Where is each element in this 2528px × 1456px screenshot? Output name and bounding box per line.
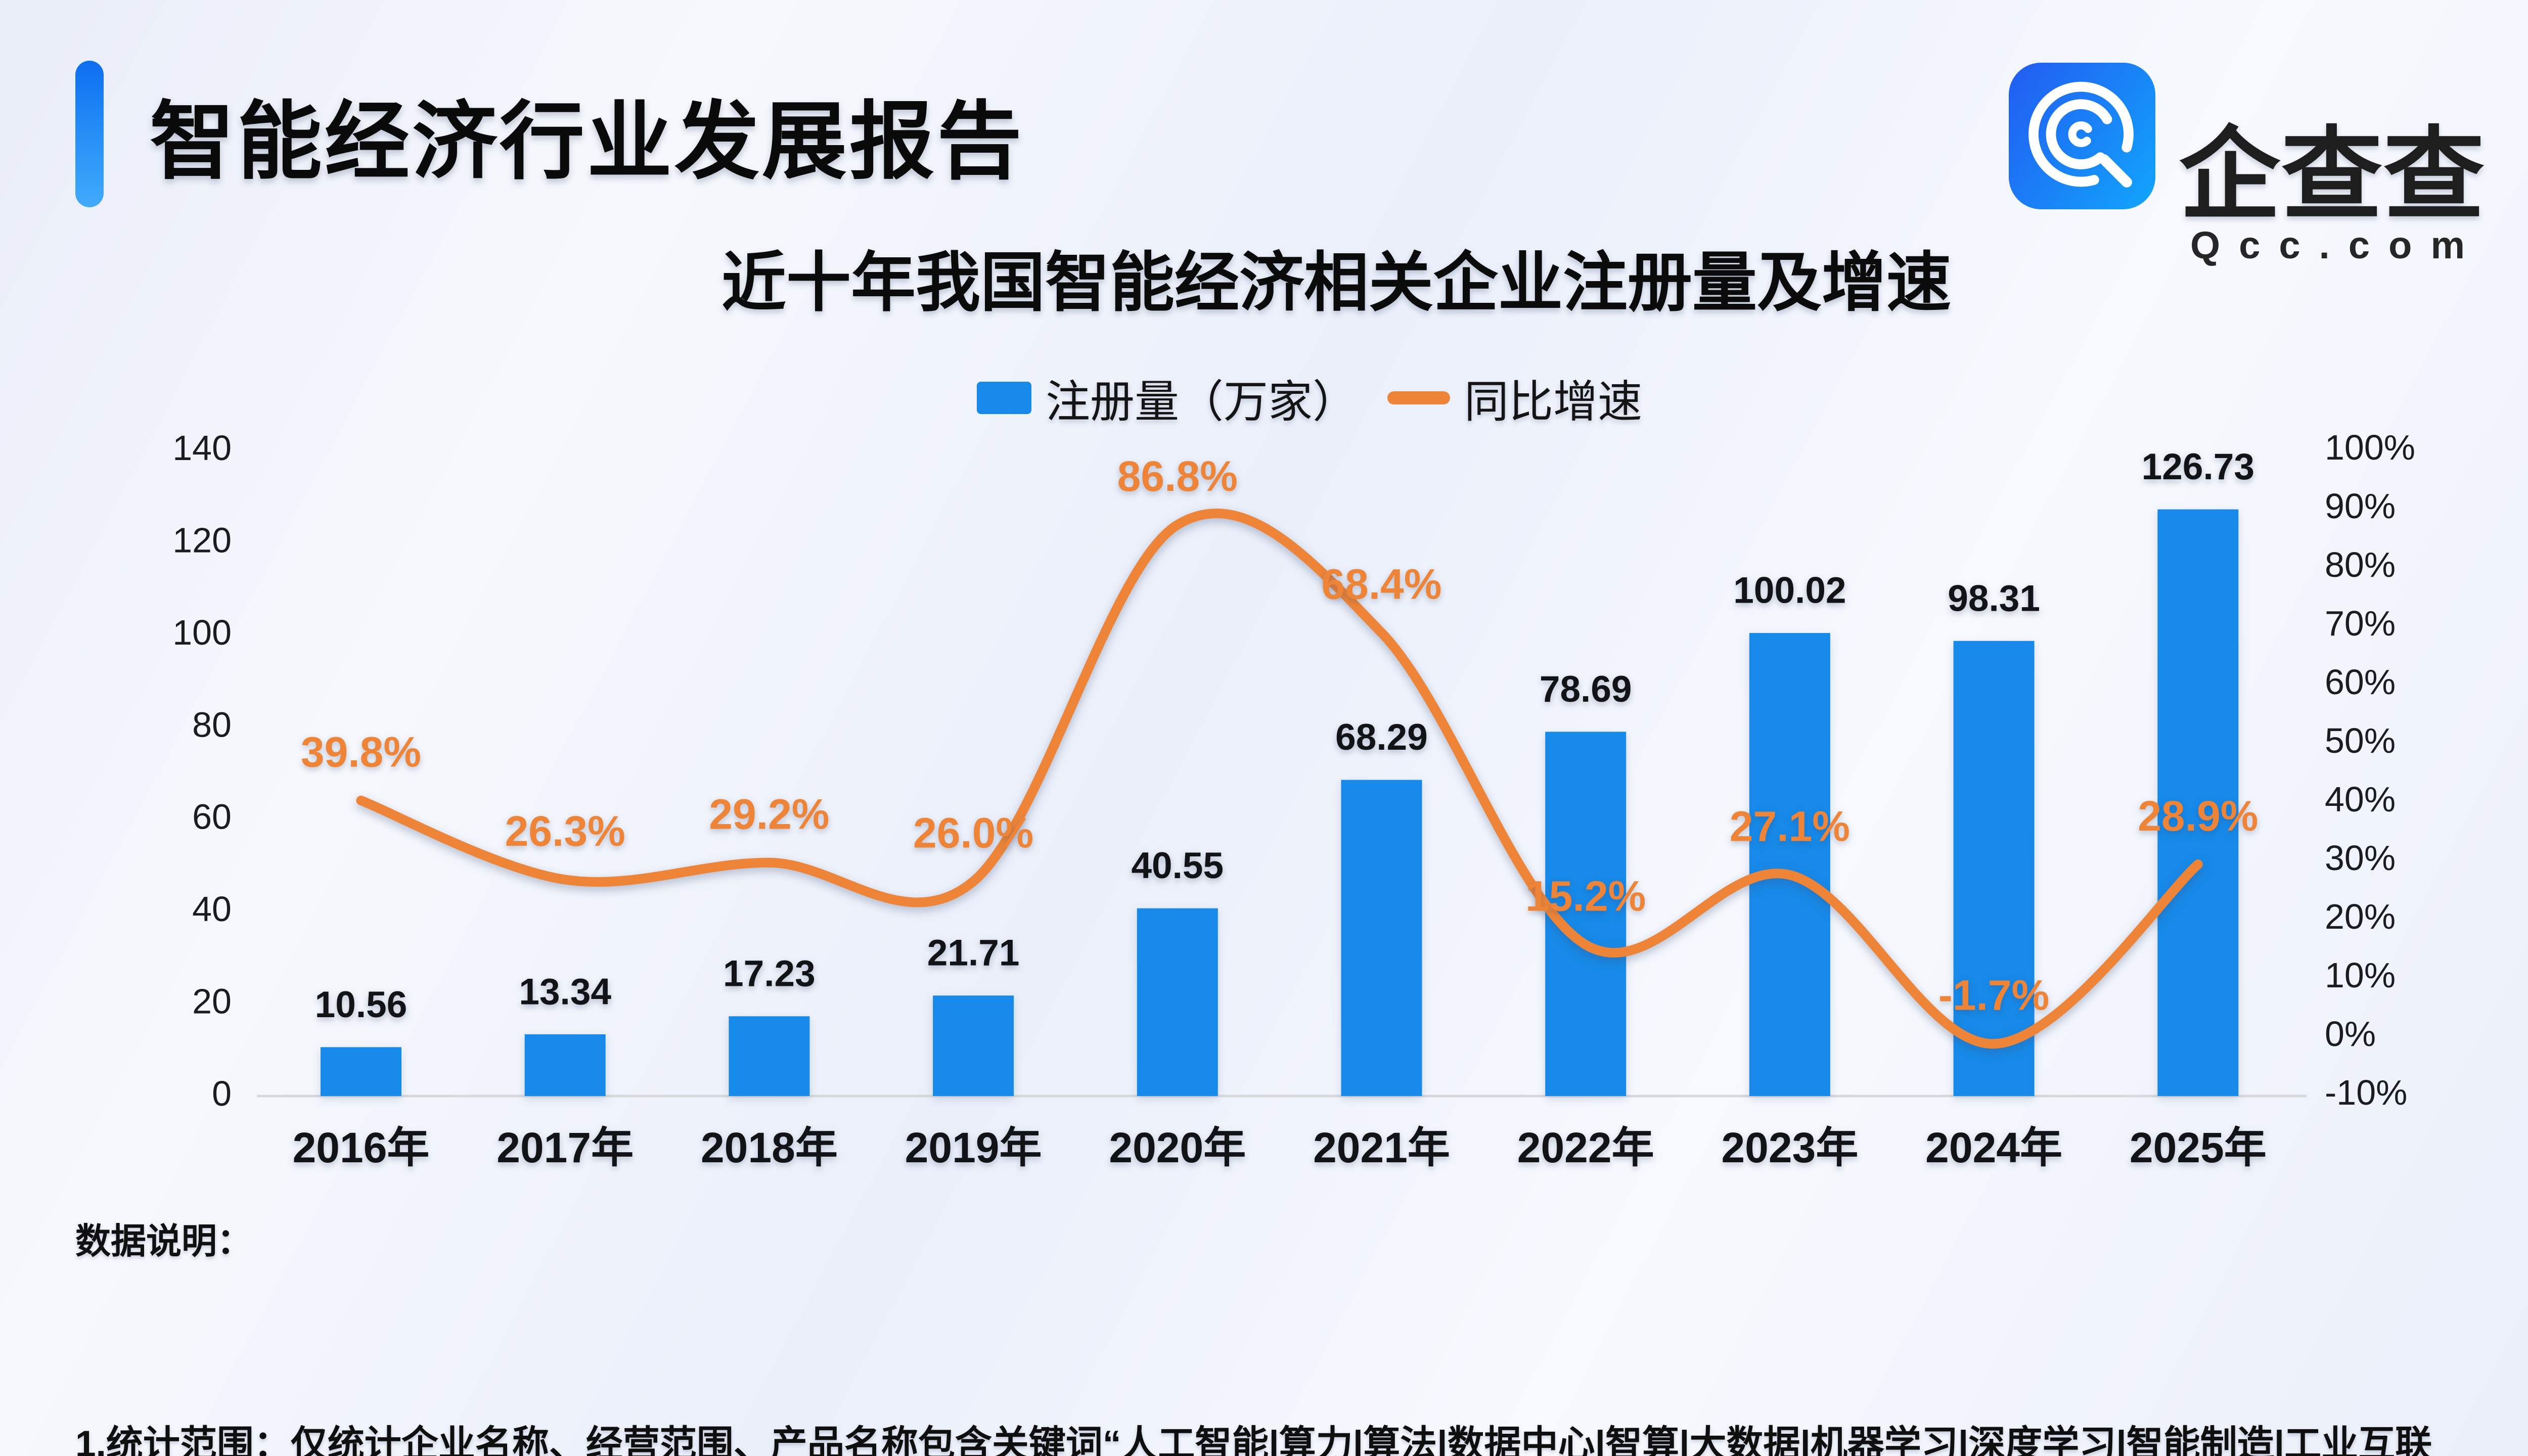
right-axis-tick: 100%	[2325, 428, 2415, 467]
legend-line-swatch	[1387, 391, 1450, 404]
bar-value-label: 17.23	[723, 953, 816, 994]
growth-rate-label: 26.3%	[505, 807, 625, 855]
qcc-logo-name: 企查查	[2179, 119, 2486, 232]
left-axis-tick: 40	[192, 889, 232, 929]
left-axis-tick: 20	[192, 982, 232, 1021]
bar-2021年	[1341, 780, 1422, 1096]
right-axis-tick: 40%	[2325, 780, 2396, 819]
growth-rate-line	[356, 509, 2203, 1049]
note-line-1: 1.统计范围：仅统计企业名称、经营范围、产品名称包含关键词“人工智能|算力|算法…	[75, 1424, 2432, 1456]
left-axis-tick: 80	[192, 705, 232, 744]
chart-legend: 注册量（万家） 同比增速	[976, 375, 1642, 427]
x-axis-label: 2024年	[1925, 1124, 2062, 1171]
x-axis-label: 2016年	[293, 1124, 430, 1171]
legend-bar-swatch	[976, 382, 1031, 414]
bar-value-label: 40.55	[1131, 845, 1224, 886]
bar-value-label: 98.31	[1948, 578, 2040, 619]
bar-2023年	[1749, 633, 1830, 1096]
bar-2025年	[2157, 509, 2239, 1096]
growth-rate-label: 39.8%	[301, 728, 421, 776]
report-title: 智能经济行业发展报告	[150, 94, 1024, 189]
growth-rate-label: -1.7%	[1938, 972, 2049, 1019]
bar-2024年	[1953, 641, 2035, 1096]
x-axis-label: 2025年	[2130, 1124, 2267, 1171]
bar-value-label: 78.69	[1540, 669, 1632, 710]
growth-rate-label: 86.8%	[1117, 452, 1238, 500]
right-axis-tick: 50%	[2325, 721, 2396, 760]
left-axis-tick: 120	[172, 520, 232, 560]
bar-2018年	[729, 1016, 810, 1096]
qcc-logo-domain: Qcc.com	[2190, 224, 2484, 267]
left-axis-tick: 0	[212, 1074, 232, 1113]
legend-item-growth: 同比增速	[1387, 366, 1642, 430]
qcc-logo-icon	[2009, 63, 2155, 209]
x-axis-label: 2021年	[1313, 1124, 1450, 1171]
qcc-logo: 企查查 Qcc.com	[2008, 63, 2489, 266]
x-axis-label: 2022年	[1517, 1124, 1654, 1171]
bar-value-label: 10.56	[315, 984, 408, 1025]
legend-line-label: 同比增速	[1464, 376, 1643, 427]
left-axis-tick: 140	[172, 428, 232, 468]
right-axis-tick: 10%	[2325, 956, 2396, 995]
bar-value-label: 68.29	[1335, 717, 1428, 758]
x-axis-label: 2017年	[496, 1124, 634, 1171]
bar-2017年	[524, 1034, 606, 1096]
left-axis-tick: 100	[172, 613, 232, 652]
chart-title: 近十年我国智能经济相关企业注册量及增速	[721, 247, 1952, 319]
right-axis-tick: 90%	[2325, 486, 2396, 526]
x-axis-label: 2019年	[905, 1124, 1042, 1171]
bar-2016年	[321, 1047, 401, 1096]
legend-bar-label: 注册量（万家）	[1045, 376, 1357, 427]
right-axis-tick: 30%	[2325, 838, 2396, 878]
bar-value-label: 21.71	[927, 933, 1020, 974]
x-axis-label: 2020年	[1109, 1124, 1246, 1171]
bar-value-label: 100.02	[1733, 570, 1846, 611]
growth-rate-label: 68.4%	[1321, 561, 1441, 608]
left-axis-tick: 60	[192, 797, 232, 837]
right-axis-tick: -10%	[2325, 1073, 2407, 1112]
bar-value-label: 13.34	[519, 971, 611, 1012]
notes-body: 1.统计范围：仅统计企业名称、经营范围、产品名称包含关键词“人工智能|算力|算法…	[75, 1280, 2432, 1456]
right-axis-tick: 80%	[2325, 545, 2396, 584]
growth-rate-label: 26.0%	[913, 809, 1033, 856]
title-accent-bar	[75, 61, 104, 207]
legend-item-registrations: 注册量（万家）	[976, 366, 1357, 430]
growth-rate-label: 15.2%	[1525, 873, 1646, 920]
growth-rate-label: 27.1%	[1730, 803, 1850, 850]
right-axis-tick: 20%	[2325, 897, 2396, 936]
notes-heading: 数据说明：	[75, 1221, 252, 1261]
growth-rate-label: 28.9%	[2138, 792, 2258, 840]
x-axis-label: 2023年	[1721, 1124, 1858, 1171]
bar-2019年	[933, 995, 1014, 1096]
bar-value-label: 126.73	[2142, 446, 2254, 487]
bar-2020年	[1137, 908, 1218, 1096]
growth-rate-label: 29.2%	[709, 790, 829, 838]
right-axis-tick: 70%	[2325, 604, 2396, 643]
x-axis-label: 2018年	[701, 1124, 838, 1171]
right-axis-tick: 0%	[2325, 1014, 2376, 1054]
right-axis-tick: 60%	[2325, 662, 2396, 702]
